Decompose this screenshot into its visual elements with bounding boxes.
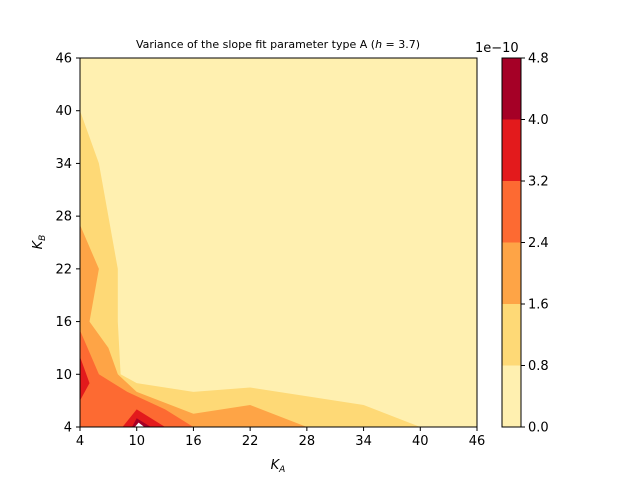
x-axis-label-sub: A bbox=[278, 465, 285, 475]
y-axis-label-sub: B bbox=[38, 235, 48, 241]
x-tick-label: 46 bbox=[469, 434, 486, 449]
colorbar-band bbox=[502, 365, 521, 427]
y-tick-label: 46 bbox=[55, 52, 72, 67]
chart-title-prefix: Variance of the slope fit parameter type… bbox=[136, 38, 375, 51]
colorbar-tick-label: 3.2 bbox=[528, 175, 549, 190]
colorbar-tick-label: 0.8 bbox=[528, 359, 549, 374]
colorbar-tick-label: 4.0 bbox=[528, 113, 549, 128]
x-tick-label: 10 bbox=[128, 434, 145, 449]
colorbar-band bbox=[502, 58, 521, 120]
colorbar-tick-label: 1.6 bbox=[528, 298, 549, 313]
y-tick-label: 34 bbox=[55, 157, 72, 172]
colorbar-tick-label: 0.0 bbox=[528, 421, 549, 436]
x-tick-label: 4 bbox=[76, 434, 84, 449]
contour-region-level-3 bbox=[80, 330, 194, 427]
y-tick-label: 4 bbox=[64, 421, 72, 436]
x-tick-label: 34 bbox=[355, 434, 372, 449]
y-tick-label: 28 bbox=[55, 210, 72, 225]
x-axis-ticks: 4 10 16 22 28 34 40 46 bbox=[76, 427, 485, 449]
contour-above-max-region bbox=[134, 422, 145, 427]
contour-region-level-4-part-2 bbox=[122, 409, 166, 427]
colorbar-bands bbox=[502, 58, 521, 427]
colorbar-tick-label: 4.8 bbox=[528, 52, 549, 67]
x-axis-label-base: K bbox=[271, 458, 281, 473]
y-axis-label-base: K bbox=[31, 239, 46, 249]
x-tick-label: 40 bbox=[412, 434, 429, 449]
colorbar-band bbox=[502, 181, 521, 243]
chart-title-variable: h bbox=[375, 38, 382, 51]
chart-title-suffix: = 3.7) bbox=[382, 38, 420, 51]
colorbar-band bbox=[502, 242, 521, 304]
plot-area: 4 10 16 22 28 34 40 46 4 10 16 22 28 34 40 46 bbox=[55, 52, 485, 450]
colorbar-tick-label: 2.4 bbox=[528, 236, 549, 251]
x-axis-label: KA bbox=[271, 458, 286, 475]
plot-frame bbox=[79, 57, 478, 428]
contour-region-level-4 bbox=[80, 356, 90, 401]
colorbar-ticks: 0.0 0.8 1.6 2.4 3.2 4.0 4.8 bbox=[521, 52, 549, 436]
colorbar-exponent: 1e−10 bbox=[475, 41, 519, 56]
x-tick-label: 16 bbox=[185, 434, 202, 449]
y-tick-label: 40 bbox=[55, 104, 72, 119]
x-tick-label: 22 bbox=[242, 434, 259, 449]
y-tick-label: 10 bbox=[55, 368, 72, 383]
chart-title: Variance of the slope fit parameter type… bbox=[136, 38, 420, 51]
colorbar: 0.0 0.8 1.6 2.4 3.2 4.0 4.8 1e−10 bbox=[475, 41, 549, 436]
plot-background bbox=[80, 58, 477, 427]
colorbar-band bbox=[502, 119, 521, 181]
colorbar-band bbox=[502, 304, 521, 366]
contour-regions bbox=[80, 110, 421, 427]
y-tick-label: 22 bbox=[55, 262, 72, 277]
y-tick-label: 16 bbox=[55, 315, 72, 330]
x-tick-label: 28 bbox=[299, 434, 316, 449]
y-axis-label: KB bbox=[31, 235, 48, 250]
y-axis-ticks: 4 10 16 22 28 34 40 46 bbox=[55, 52, 80, 436]
